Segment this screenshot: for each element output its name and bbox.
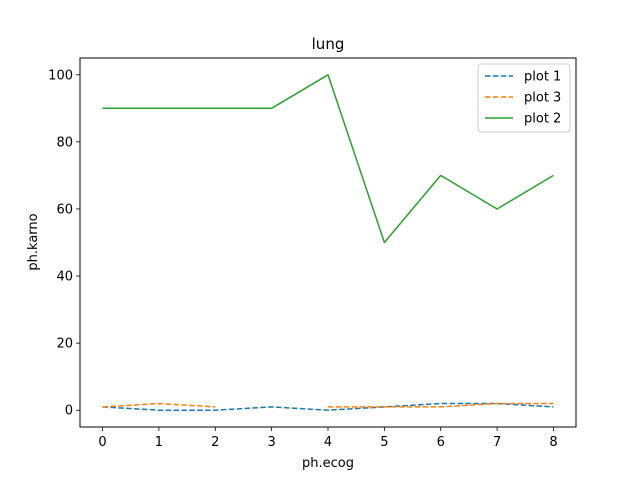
x-tick-label: 8 <box>549 435 557 450</box>
series-line-1 <box>102 402 554 411</box>
series-line-2-part-1 <box>102 402 216 408</box>
series-line-2-part-2 <box>328 402 554 408</box>
legend-label: plot 1 <box>524 70 561 85</box>
y-tick-label: 100 <box>48 68 73 83</box>
series-line-3 <box>102 74 554 244</box>
y-tick-label: 20 <box>56 337 73 352</box>
x-tick-label: 7 <box>493 435 501 450</box>
y-tick-label: 80 <box>56 135 73 150</box>
x-tick-label: 0 <box>98 435 106 450</box>
x-tick-label: 3 <box>267 435 275 450</box>
y-tick-label: 60 <box>56 202 73 217</box>
x-tick-label: 2 <box>211 435 219 450</box>
y-tick-label: 40 <box>56 270 73 285</box>
chart-title: lung <box>312 35 345 53</box>
x-axis: 0 1 2 3 4 5 6 7 8 <box>98 427 558 450</box>
x-axis-label: ph.ecog <box>302 456 354 471</box>
y-tick-label: 0 <box>65 404 73 419</box>
x-tick-label: 5 <box>380 435 388 450</box>
x-tick-label: 4 <box>324 435 332 450</box>
y-axis: 0 20 40 60 80 100 <box>48 68 80 419</box>
x-tick-label: 6 <box>437 435 445 450</box>
plot-marks <box>102 74 554 411</box>
legend-box <box>477 63 571 133</box>
y-axis-label: ph.karno <box>26 213 41 270</box>
legend: plot 1 plot 3 plot 2 <box>477 63 571 133</box>
x-tick-label: 1 <box>155 435 163 450</box>
legend-label: plot 3 <box>524 91 561 106</box>
legend-label: plot 2 <box>524 112 561 127</box>
